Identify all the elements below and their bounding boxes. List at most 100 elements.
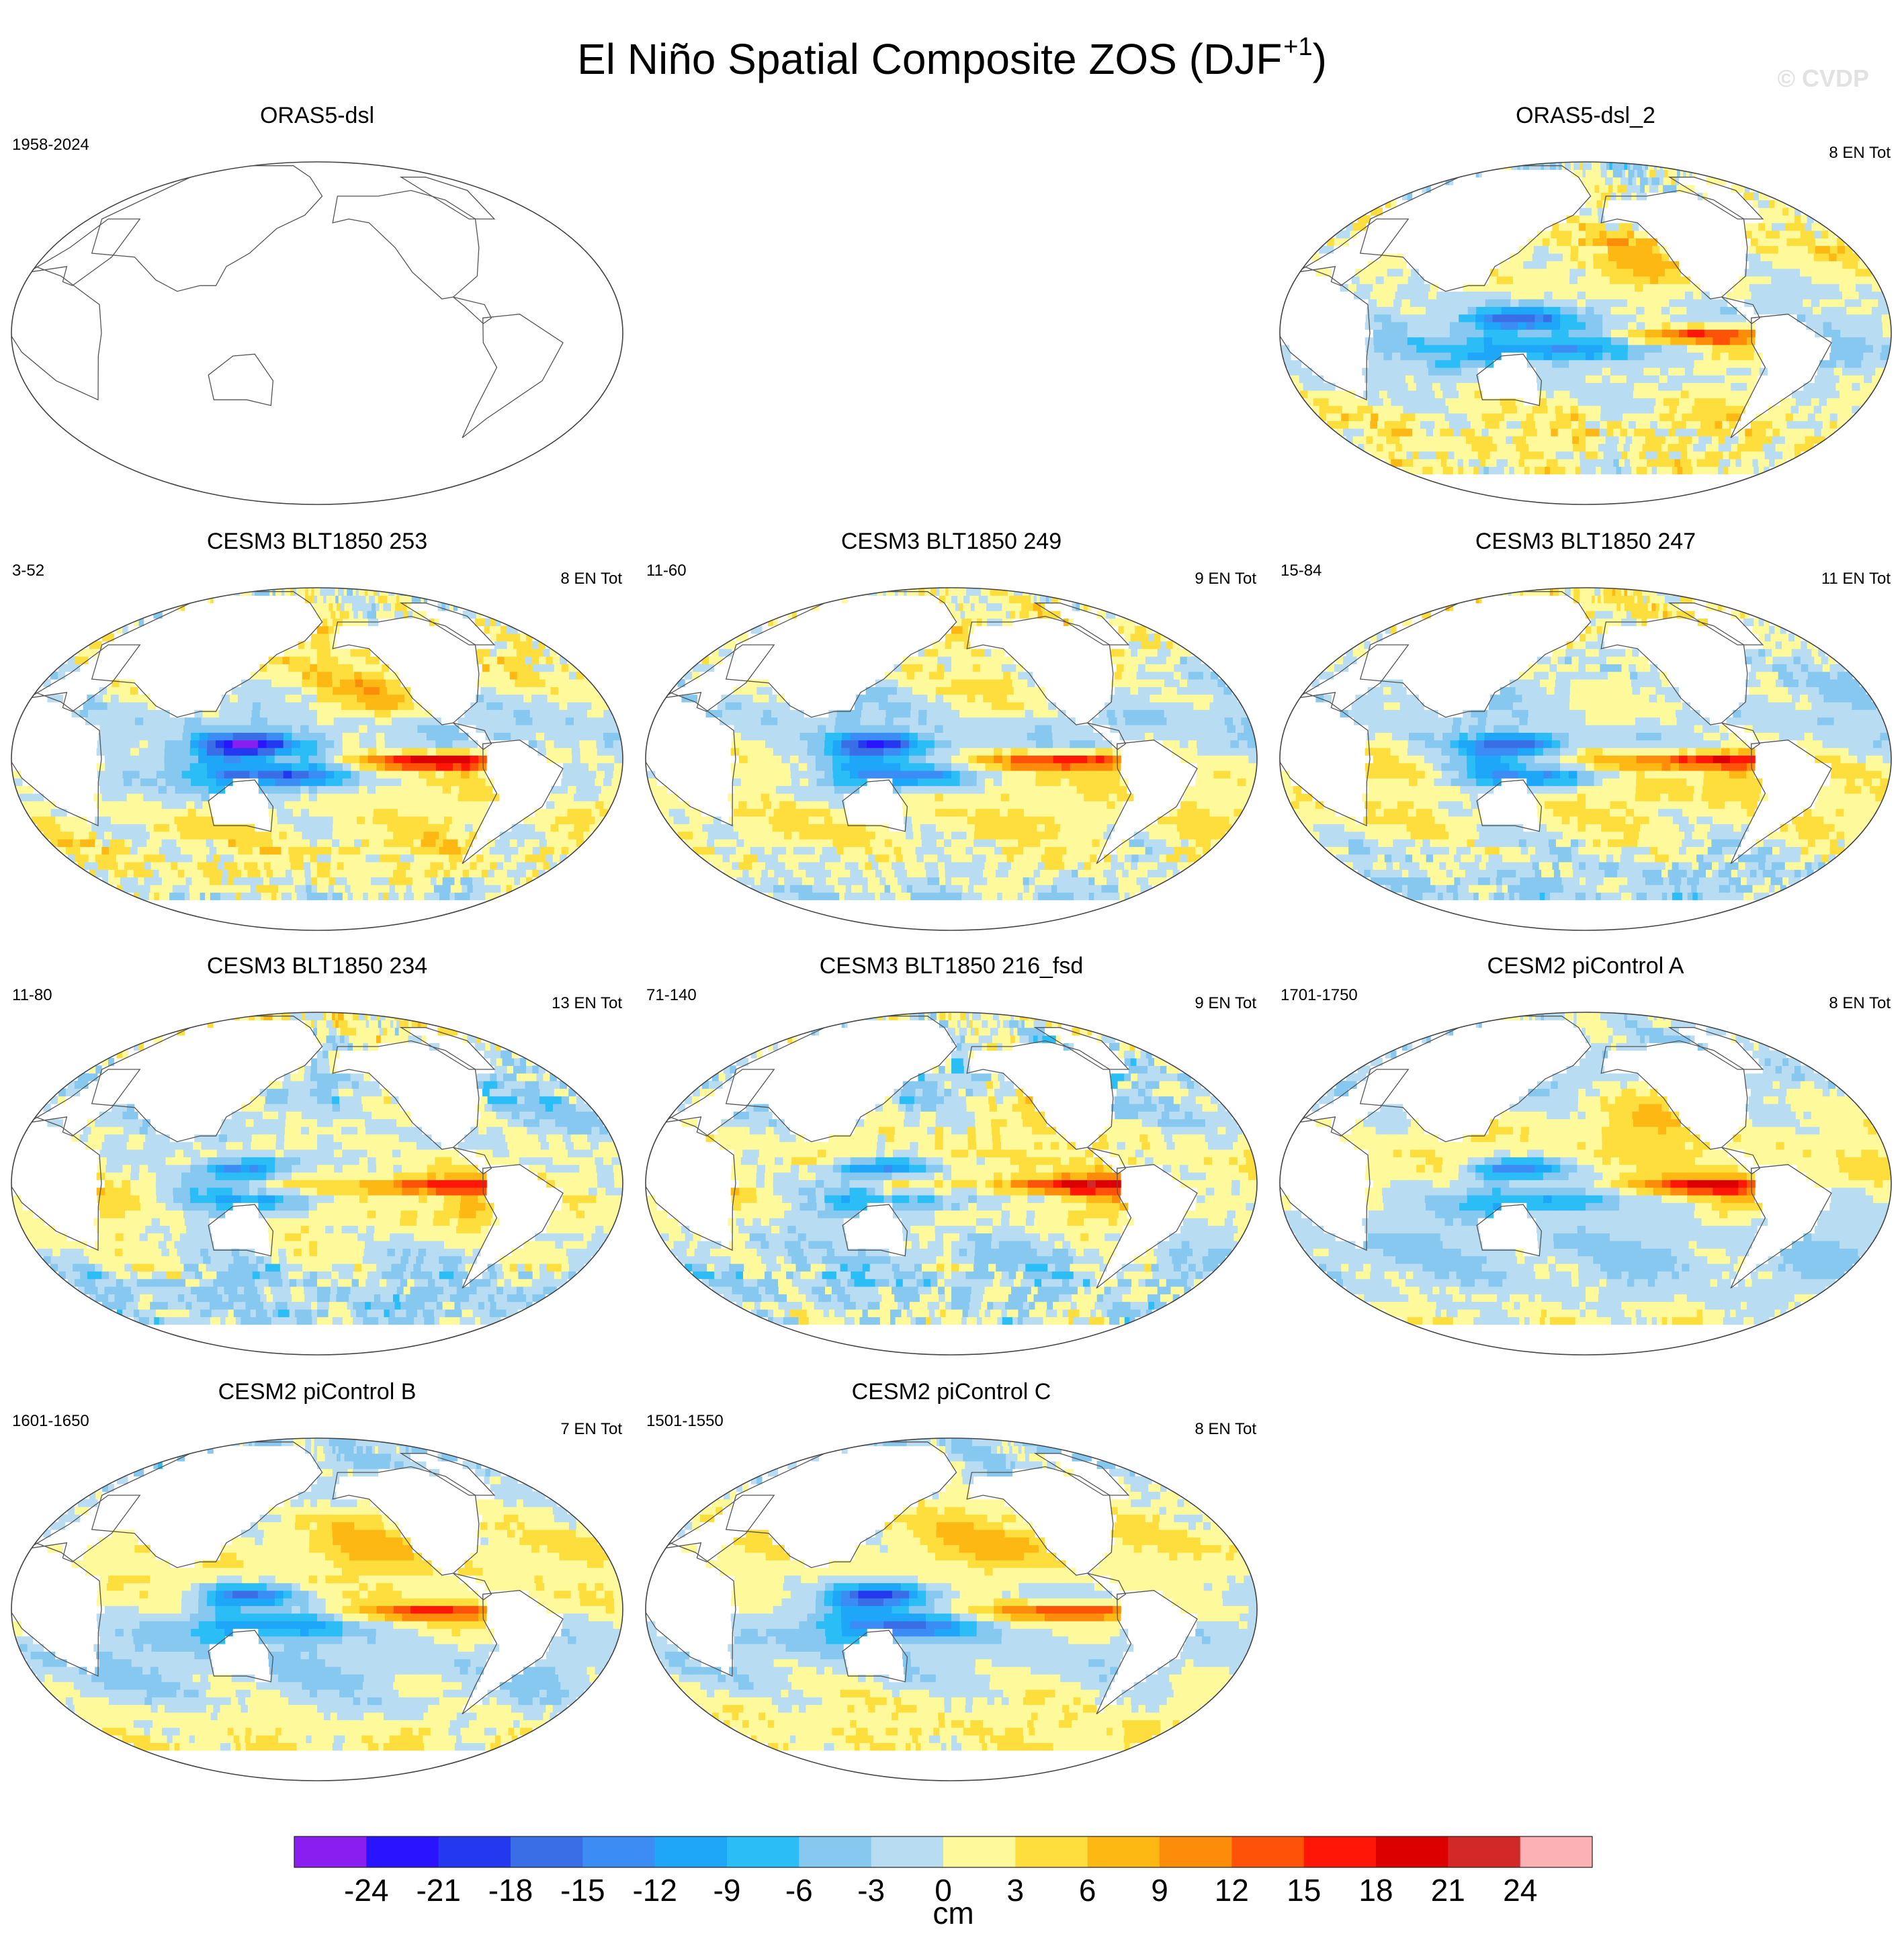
map-panel-oras2: ORAS5-dsl_2 8 EN Tot — [1268, 98, 1903, 515]
coastlines-orasdsl — [11, 165, 564, 439]
map-panel-picb: CESM2 piControl B 1601-1650 7 EN Tot — [0, 1374, 634, 1791]
coastlines-b247 — [1280, 591, 1832, 864]
panel-title: ORAS5-dsl_2 — [1268, 102, 1903, 129]
map-picb — [11, 1437, 623, 1781]
colorbar-segment — [1520, 1836, 1593, 1867]
colorbar-tick-label: -18 — [488, 1873, 533, 1908]
colorbar-segment — [1160, 1836, 1232, 1867]
colorbar-tick-label: -21 — [416, 1873, 460, 1908]
panel-event-count: 7 EN Tot — [560, 1420, 622, 1439]
colorbar-tick-label: 24 — [1503, 1873, 1537, 1908]
colorbar-segment — [1015, 1836, 1088, 1867]
colorbar-segment — [1087, 1836, 1160, 1867]
map-panel-b216: CESM3 BLT1850 216_fsd 71-140 9 EN Tot — [634, 948, 1268, 1365]
colorbar-segment — [1231, 1836, 1305, 1867]
field-picb — [11, 1438, 623, 1781]
coastlines-b234 — [11, 1016, 564, 1289]
panel-title: CESM2 piControl C — [634, 1378, 1268, 1405]
coastlines-picc — [646, 1441, 1198, 1715]
panel-period: 1501-1550 — [646, 1412, 724, 1431]
panel-period: 1701-1750 — [1281, 986, 1358, 1005]
map-panel-orasdsl: ORAS5-dsl 1958-2024 — [0, 98, 634, 515]
field-oras2 — [1280, 162, 1891, 504]
map-border-b234 — [11, 1012, 623, 1356]
colorbar-tick-label: 12 — [1215, 1873, 1249, 1908]
colorbar-segment — [1448, 1836, 1521, 1867]
colorbar-segment — [871, 1836, 944, 1867]
panel-title: CESM3 BLT1850 234 — [0, 952, 634, 979]
coastlines-b249 — [646, 591, 1198, 864]
panel-event-count: 8 EN Tot — [1829, 994, 1891, 1013]
colorbar-segment — [799, 1836, 872, 1867]
coastlines-pica — [1280, 1016, 1832, 1289]
panel-event-count: 11 EN Tot — [1821, 570, 1891, 588]
colorbar-tick-label: 6 — [1079, 1873, 1096, 1908]
colorbar-tick-label: -15 — [560, 1873, 605, 1908]
field-b253 — [11, 588, 623, 930]
colorbar-tick-label: 3 — [1007, 1873, 1025, 1908]
colorbar-unit-label: cm — [906, 1894, 1000, 1932]
panel-event-count: 9 EN Tot — [1195, 994, 1256, 1013]
map-border-oras2 — [1279, 161, 1892, 505]
map-panel-b247: CESM3 BLT1850 247 15-84 11 EN Tot — [1268, 524, 1903, 940]
panel-title: CESM3 BLT1850 253 — [0, 528, 634, 555]
field-pica — [1280, 1012, 1891, 1355]
colorbar-tick-label: -24 — [344, 1873, 388, 1908]
map-pica — [1279, 1012, 1892, 1356]
panel-event-count: 13 EN Tot — [552, 994, 622, 1013]
colorbar-segment — [438, 1836, 511, 1867]
panel-period: 71-140 — [646, 986, 697, 1005]
colorbar-segment — [1376, 1836, 1448, 1867]
figure-title-close: ) — [1313, 35, 1327, 83]
map-b247 — [1279, 587, 1892, 931]
map-panel-b249: CESM3 BLT1850 249 11-60 9 EN Tot — [634, 524, 1268, 940]
colorbar-segment — [943, 1836, 1016, 1867]
colorbar-tick-label: -9 — [713, 1873, 741, 1908]
map-border-b216 — [645, 1012, 1258, 1356]
colorbar-segment — [1303, 1836, 1377, 1867]
coastlines-b253 — [11, 591, 564, 864]
map-b249 — [645, 587, 1258, 931]
map-panel-picc: CESM2 piControl C 1501-1550 8 EN Tot — [634, 1374, 1268, 1791]
figure-title: El Niño Spatial Composite ZOS (DJF+1) — [0, 19, 1904, 87]
panel-period: 1601-1650 — [12, 1412, 89, 1431]
field-picc — [646, 1438, 1257, 1781]
panel-title: CESM2 piControl B — [0, 1378, 634, 1405]
panel-title: CESM3 BLT1850 247 — [1268, 528, 1903, 555]
field-orasdsl — [11, 165, 564, 439]
colorbar-segment — [654, 1836, 728, 1867]
map-border-orasdsl — [11, 161, 623, 505]
colorbar-tick-label: 9 — [1151, 1873, 1168, 1908]
map-panel-b253: CESM3 BLT1850 253 3-52 8 EN Tot — [0, 524, 634, 940]
panel-event-count: 8 EN Tot — [1829, 144, 1891, 163]
panel-period: 3-52 — [12, 562, 44, 580]
coastlines-picb — [11, 1441, 564, 1715]
coastlines-b216 — [646, 1016, 1198, 1289]
panel-period: 1958-2024 — [12, 136, 89, 154]
colorbar-segment — [294, 1836, 367, 1867]
map-panel-b234: CESM3 BLT1850 234 11-80 13 EN Tot — [0, 948, 634, 1365]
colorbar-segment — [582, 1836, 656, 1867]
colorbar-segment — [511, 1836, 583, 1867]
map-border-pica — [1279, 1012, 1892, 1356]
map-b216 — [645, 1012, 1258, 1356]
colorbar-tick-label: 18 — [1358, 1873, 1393, 1908]
map-picc — [645, 1437, 1258, 1781]
field-b216 — [646, 1012, 1257, 1355]
coastlines-oras2 — [1280, 165, 1832, 439]
colorbar-segment — [366, 1836, 439, 1867]
panel-event-count: 9 EN Tot — [1195, 570, 1256, 588]
map-border-b253 — [11, 587, 623, 931]
map-border-picc — [645, 1437, 1258, 1781]
figure-title-text: El Niño Spatial Composite ZOS (DJF — [577, 35, 1282, 83]
map-oras2 — [1279, 161, 1892, 505]
colorbar-tick-label: 15 — [1287, 1873, 1321, 1908]
map-border-b249 — [645, 587, 1258, 931]
map-border-picb — [11, 1437, 623, 1781]
map-border-b247 — [1279, 587, 1892, 931]
panel-period: 11-80 — [12, 986, 52, 1005]
panel-title: CESM3 BLT1850 249 — [634, 528, 1268, 555]
colorbar-frame — [294, 1836, 1593, 1868]
colorbar-tick-label: 21 — [1431, 1873, 1465, 1908]
